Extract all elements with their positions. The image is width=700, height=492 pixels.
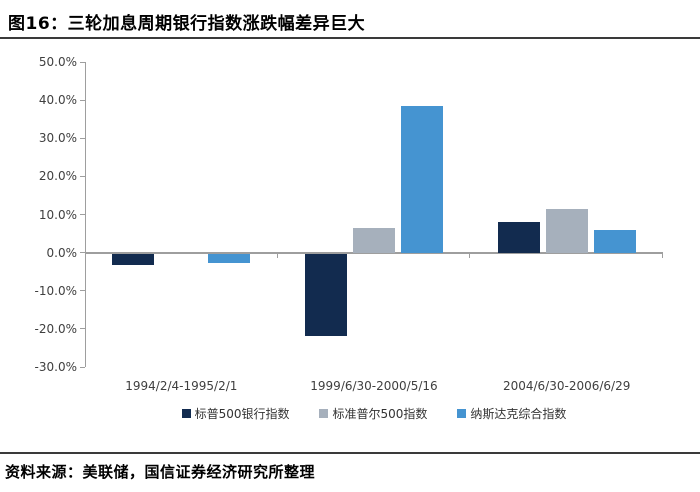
legend-swatch-sp500-index [319,408,329,418]
bar-sp500-bank-index [305,253,347,336]
x-axis-line [85,251,663,254]
y-tick-label: 40.0% [38,93,77,108]
y-axis-line [85,62,86,367]
legend-swatch-sp500-bank-index [181,408,191,418]
bar-sp500-bank-index [497,222,540,253]
y-tick-label: 20.0% [38,169,77,184]
bar-nasdaq-composite-index [593,229,636,253]
y-tick-mark [80,290,85,292]
x-tick-mark [276,253,278,258]
y-tick-mark [80,99,85,101]
title-divider [0,37,700,39]
y-tick-mark [80,328,85,330]
legend-item-sp500-bank-index: 标普500银行指数 [181,405,290,422]
y-tick-mark [80,175,85,177]
footer-divider [0,452,700,454]
x-category-label: 2004/6/30-2006/6/29 [502,379,631,393]
y-tick-label: 50.0% [38,55,77,69]
figure-title: 图16：三轮加息周期银行指数涨跌幅差异巨大 [8,14,366,34]
x-category-label: 1994/2/4-1995/2/1 [125,379,238,393]
y-tick-label: 0.0% [46,245,78,260]
y-tick-mark [80,252,85,254]
legend-label: 标准普尔500指数 [332,406,428,421]
y-tick-label: -10.0% [34,283,77,298]
legend-label: 标普500银行指数 [194,406,290,421]
x-tick-mark [662,253,663,258]
y-tick-mark [80,214,85,215]
bar-sp500-index [353,227,395,253]
x-tick-mark [469,253,471,258]
legend-item-sp500-index: 标准普尔500指数 [319,405,427,422]
legend-swatch-nasdaq-composite-index [457,408,467,418]
source-note: 资料来源：美联储，国信证券经济研究所整理 [5,463,316,481]
bar-nasdaq-composite-index [208,253,251,264]
y-tick-label: 10.0% [38,207,77,222]
chart-legend: 标普500银行指数 标准普尔500指数 纳斯达克综合指数 [85,405,663,421]
x-category-label: 1999/6/30-2000/5/16 [310,379,438,393]
bar-nasdaq-composite-index [401,105,443,253]
bar-sp500-bank-index [112,253,155,266]
y-tick-mark [80,61,85,63]
bar-sp500-index [545,208,588,253]
y-tick-mark [80,366,85,368]
legend-label: 纳斯达克综合指数 [470,406,567,421]
y-tick-label: -20.0% [34,321,77,336]
y-tick-label: 30.0% [38,131,77,146]
legend-item-nasdaq-composite-index: 纳斯达克综合指数 [457,405,566,422]
y-tick-label: -30.0% [34,360,77,374]
y-tick-mark [80,137,85,139]
